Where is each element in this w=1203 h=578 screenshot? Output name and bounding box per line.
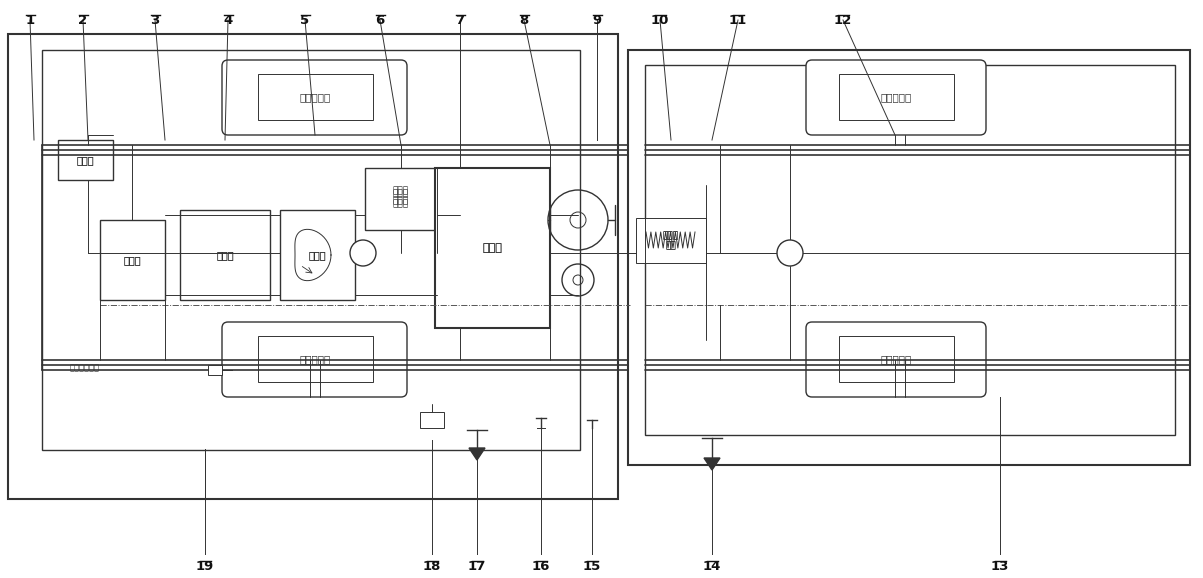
Bar	[420, 412, 444, 428]
Bar	[628, 50, 1190, 465]
FancyBboxPatch shape	[223, 60, 407, 135]
Text: 13: 13	[991, 560, 1009, 573]
Text: 14: 14	[703, 560, 721, 573]
Bar	[636, 218, 706, 263]
Text: 动力连
接器: 动力连 接器	[663, 231, 678, 251]
Text: 行车制动器: 行车制动器	[300, 92, 331, 102]
Polygon shape	[469, 448, 485, 460]
FancyBboxPatch shape	[223, 322, 407, 397]
Text: 12: 12	[834, 14, 852, 27]
Bar	[257, 336, 373, 382]
Bar	[435, 168, 550, 328]
Bar	[838, 336, 954, 382]
Text: 1: 1	[25, 14, 35, 27]
Circle shape	[777, 240, 802, 266]
Bar	[638, 228, 646, 252]
Bar	[695, 228, 703, 252]
Bar	[208, 365, 223, 375]
Text: 变速箱: 变速箱	[482, 243, 502, 253]
Text: 国控器: 国控器	[76, 155, 94, 165]
Text: 17: 17	[468, 560, 486, 573]
Text: 7: 7	[456, 14, 464, 27]
Text: 8: 8	[520, 14, 528, 27]
Text: 2: 2	[78, 14, 88, 27]
Text: 液压控制管路: 液压控制管路	[70, 364, 100, 372]
Text: 发动机: 发动机	[217, 250, 233, 260]
Text: 行车制动器: 行车制动器	[881, 354, 912, 364]
Bar	[42, 50, 580, 450]
Text: 5: 5	[301, 14, 309, 27]
Circle shape	[350, 240, 377, 266]
Bar	[365, 168, 437, 230]
Text: 散热器: 散热器	[123, 255, 141, 265]
Text: 变矩器: 变矩器	[308, 250, 326, 260]
FancyBboxPatch shape	[806, 322, 986, 397]
Text: 16: 16	[532, 560, 550, 573]
Text: 10: 10	[651, 14, 669, 27]
Text: 变矩器: 变矩器	[308, 250, 326, 260]
Bar	[257, 74, 373, 120]
Bar	[838, 74, 954, 120]
Text: 4: 4	[224, 14, 232, 27]
Bar	[645, 65, 1175, 435]
Text: 水冷油
换热器: 水冷油 换热器	[393, 190, 409, 209]
Bar	[8, 34, 618, 499]
Text: 发动机: 发动机	[217, 250, 233, 260]
Text: 行车制动器: 行车制动器	[881, 92, 912, 102]
Text: 动力连
接器: 动力连 接器	[663, 231, 678, 251]
Text: 9: 9	[592, 14, 602, 27]
Text: 18: 18	[422, 560, 442, 573]
Text: 19: 19	[196, 560, 214, 573]
Text: 水冷油
换热器: 水冷油 换热器	[393, 186, 409, 206]
Text: 15: 15	[583, 560, 602, 573]
Bar	[180, 210, 269, 300]
FancyBboxPatch shape	[806, 60, 986, 135]
Polygon shape	[704, 458, 721, 470]
Text: 11: 11	[729, 14, 747, 27]
Text: 6: 6	[375, 14, 385, 27]
Text: 国控器: 国控器	[76, 155, 94, 165]
Text: 行车制动器: 行车制动器	[300, 354, 331, 364]
Text: 3: 3	[150, 14, 160, 27]
Bar	[58, 140, 113, 180]
Text: 散热器: 散热器	[123, 255, 141, 265]
Text: 变速箱: 变速箱	[482, 243, 502, 253]
Bar	[100, 220, 165, 300]
Bar	[280, 210, 355, 300]
